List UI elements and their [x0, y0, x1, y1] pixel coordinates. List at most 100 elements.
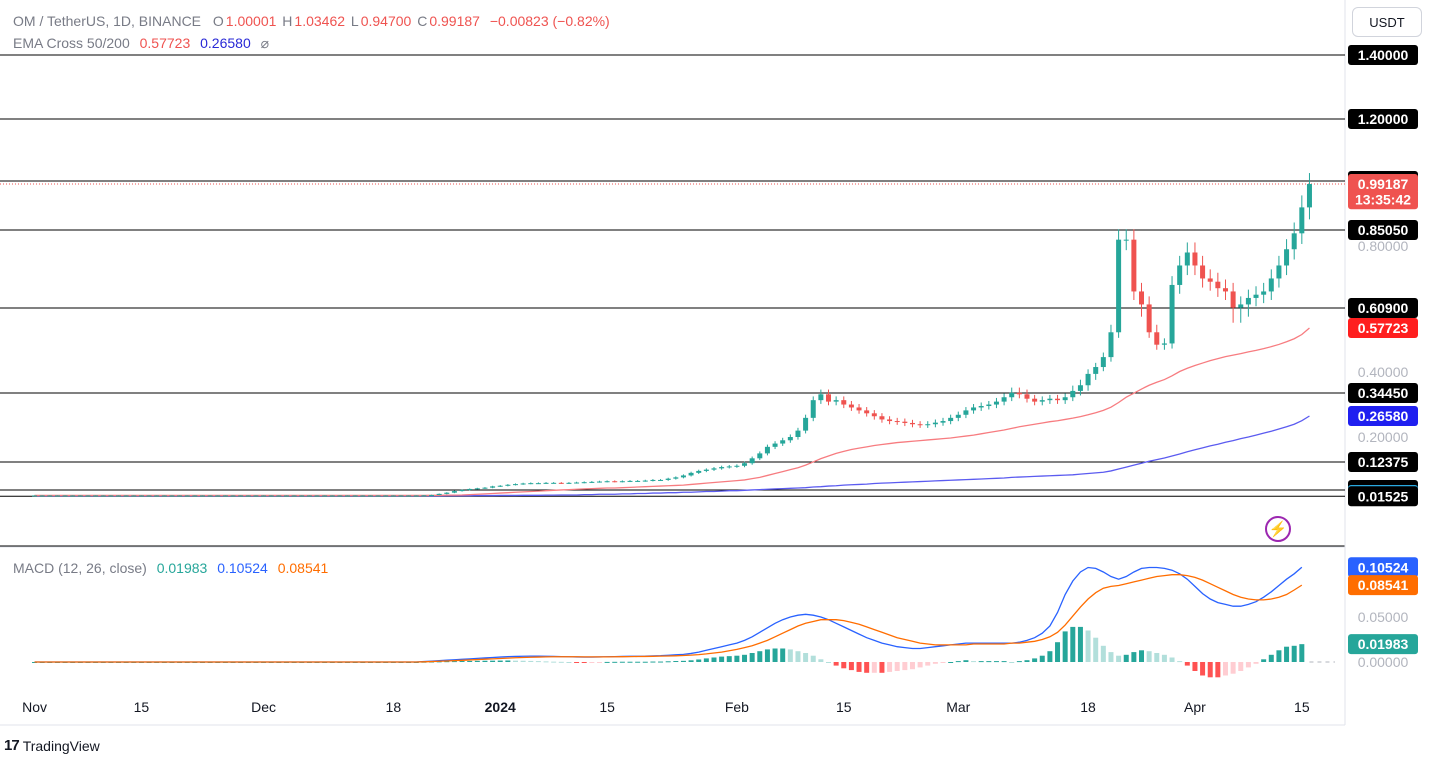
- candle-body: [253, 495, 259, 497]
- macd-histogram-bar: [1085, 630, 1091, 662]
- macd-histogram-bar: [604, 661, 610, 663]
- candle-body: [627, 480, 633, 482]
- candle-body: [245, 495, 251, 497]
- candle-body: [505, 484, 511, 486]
- candle-body: [787, 437, 793, 441]
- candle-body: [566, 482, 572, 484]
- candle-body: [413, 495, 419, 497]
- candle-body: [299, 495, 305, 497]
- candle-body: [1291, 233, 1297, 250]
- candle-body: [1024, 394, 1030, 399]
- candle-body: [138, 495, 144, 497]
- candle-body: [581, 482, 587, 484]
- candles-group: [32, 173, 1312, 497]
- macd-histogram-bar: [1230, 662, 1236, 674]
- symbol-title: OM / TetherUS, 1D, BINANCE: [13, 13, 202, 29]
- candle-body: [574, 482, 580, 484]
- macd-histogram-bar: [505, 660, 511, 662]
- macd-signal-value: 0.08541: [277, 560, 329, 576]
- macd-label-signal: 0.08541: [1358, 577, 1409, 593]
- candle-body: [345, 495, 351, 497]
- candle-body: [619, 481, 625, 483]
- macd-histogram-bar: [482, 660, 488, 662]
- macd-histogram-bar: [1276, 650, 1282, 662]
- candle-body: [1016, 392, 1022, 395]
- candle-body: [283, 495, 289, 497]
- candle-body: [764, 446, 770, 454]
- candle-body: [1146, 304, 1152, 333]
- macd-histogram-bar: [1161, 654, 1167, 662]
- candle-body: [1001, 397, 1007, 402]
- candle-body: [146, 495, 152, 497]
- candle-body: [1207, 278, 1213, 282]
- candle-body: [780, 440, 786, 444]
- candle-body: [879, 416, 885, 420]
- candle-body: [902, 421, 908, 423]
- price-axis-tick: 0.40000: [1358, 364, 1409, 380]
- price-label-ema_slow-box: [1348, 406, 1418, 426]
- lightning-icon[interactable]: ⚡: [1265, 516, 1291, 542]
- candle-body: [1192, 252, 1198, 266]
- time-axis-tick: 15: [1294, 699, 1310, 715]
- macd-histogram-bar: [451, 661, 457, 663]
- price-label-level-box: [1348, 109, 1418, 129]
- candle-body: [734, 465, 740, 467]
- price-axis-tick: 0.80000: [1358, 238, 1409, 254]
- macd-histogram-bar: [1001, 661, 1007, 663]
- candle-body: [314, 495, 320, 497]
- macd-histogram-bar: [1009, 662, 1015, 663]
- macd-histogram-bar: [848, 662, 854, 671]
- hidden-icon[interactable]: ⌀: [260, 35, 270, 51]
- candle-body: [978, 406, 984, 408]
- macd-histogram-bar: [986, 661, 992, 663]
- candle-body: [1238, 304, 1244, 308]
- candle-body: [306, 495, 312, 497]
- macd-histogram-bar: [619, 661, 625, 663]
- time-axis-tick: 18: [386, 699, 402, 715]
- macd-histogram-bar: [1123, 654, 1129, 662]
- candle-body: [1268, 278, 1274, 292]
- price-label-level: 1.20000: [1358, 111, 1409, 127]
- macd-histogram-bar: [734, 655, 740, 662]
- candle-body: [1222, 288, 1228, 292]
- macd-histogram-bar: [1177, 661, 1183, 663]
- macd-histogram-bar: [589, 662, 595, 663]
- candle-body: [749, 458, 755, 464]
- symbol-legend: OM / TetherUS, 1D, BINANCE O 1.00001 H 1.0…: [13, 13, 612, 29]
- macd-histogram-bar: [1131, 652, 1137, 662]
- macd-histogram-bar: [841, 662, 847, 669]
- macd-histogram-bar: [1184, 662, 1190, 666]
- candle-body: [680, 475, 686, 478]
- macd-histogram-bar: [512, 660, 518, 662]
- macd-histogram-bar: [703, 658, 709, 662]
- candle-body: [604, 481, 610, 483]
- candle-body: [100, 495, 106, 497]
- ema-legend[interactable]: EMA Cross 50/200 0.57723 0.26580 ⌀: [13, 35, 271, 52]
- candle-body: [451, 491, 457, 493]
- price-axis-tick: 0.20000: [1358, 429, 1409, 445]
- candle-body: [635, 480, 641, 482]
- candle-body: [818, 394, 824, 401]
- macd-histogram-bar: [642, 661, 648, 663]
- macd-histogram-bar: [650, 661, 656, 663]
- tradingview-brand: TradingView: [22, 737, 100, 754]
- price-label-level-box: [1348, 452, 1418, 472]
- candle-body: [406, 495, 412, 497]
- candle-body: [1215, 281, 1221, 289]
- macd-histogram-bar: [1146, 651, 1152, 662]
- tradingview-footer[interactable]: 17 TradingView: [4, 737, 100, 754]
- currency-unit-button[interactable]: USDT: [1352, 7, 1422, 37]
- candle-body: [199, 495, 205, 497]
- price-label-ema_fast: 0.57723: [1358, 320, 1409, 336]
- macd-histogram-bar: [1245, 662, 1251, 668]
- macd-legend[interactable]: MACD (12, 26, close) 0.01983 0.10524 0.0…: [13, 560, 330, 576]
- macd-histogram-bar: [566, 662, 572, 663]
- time-axis-tick: Mar: [946, 699, 970, 715]
- candle-body: [589, 481, 595, 483]
- macd-label-hist: 0.01983: [1358, 636, 1409, 652]
- time-axis-tick: Feb: [725, 699, 749, 715]
- candle-body: [1306, 184, 1312, 208]
- macd-histogram-bar: [558, 661, 564, 663]
- candle-body: [268, 495, 274, 497]
